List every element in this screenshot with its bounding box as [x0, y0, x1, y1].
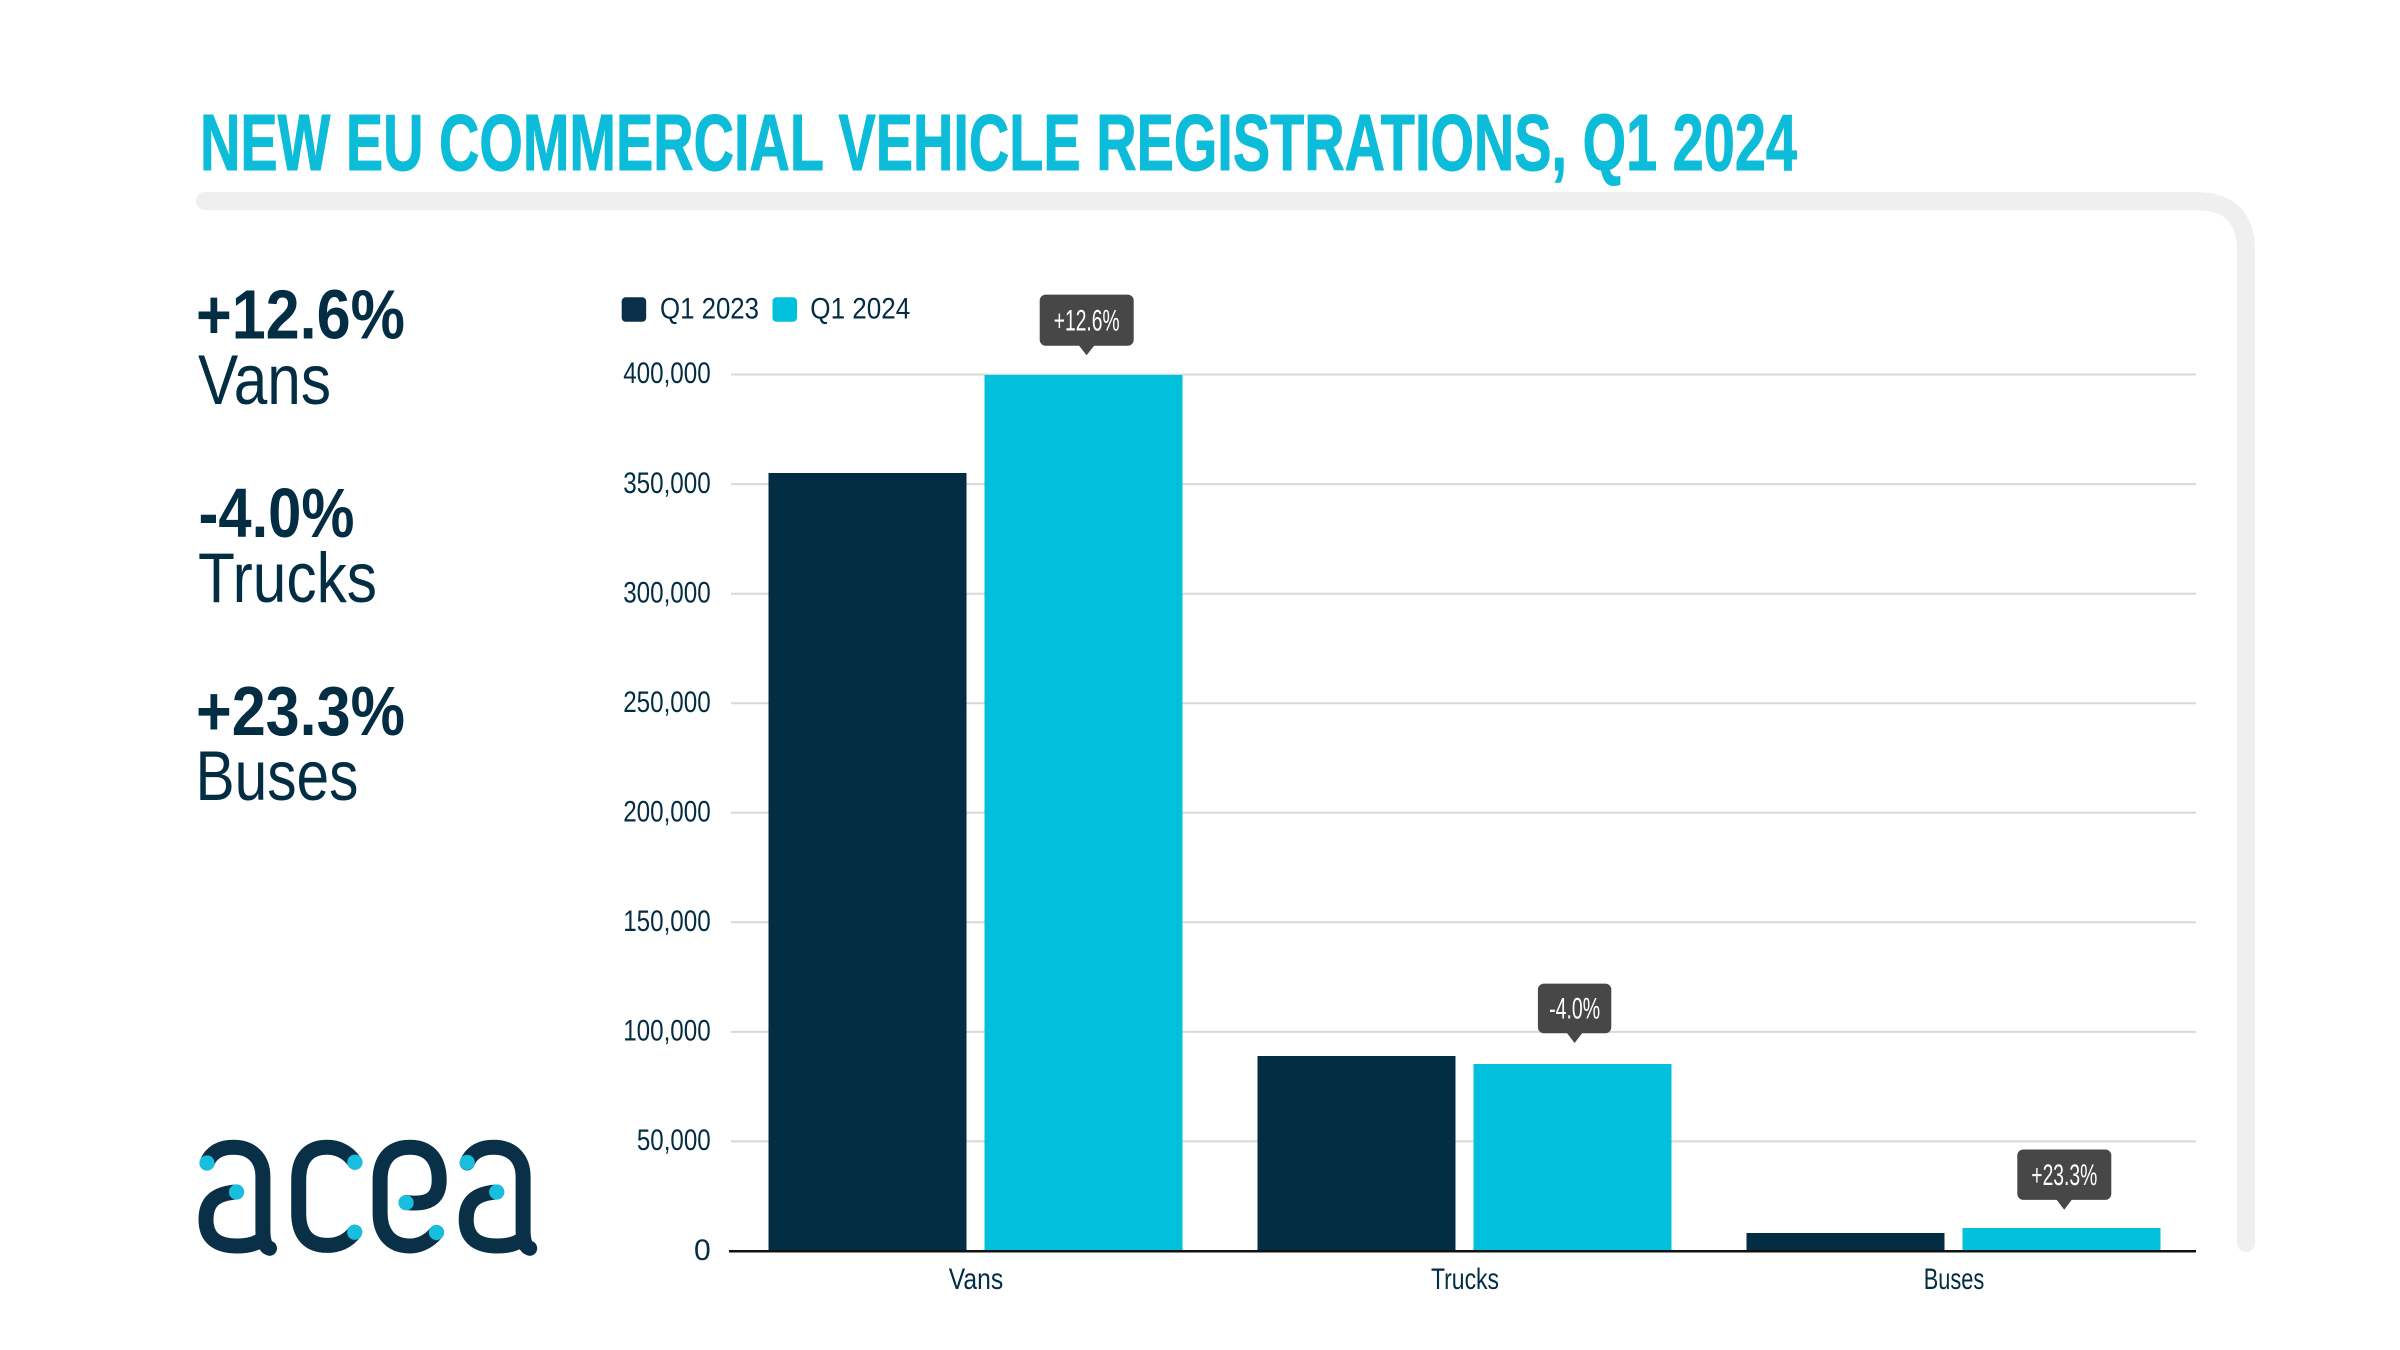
- svg-text:50,000: 50,000: [637, 1124, 711, 1157]
- svg-text:+23.3%: +23.3%: [2031, 1159, 2097, 1192]
- svg-text:Trucks: Trucks: [1431, 1263, 1499, 1296]
- svg-text:Buses: Buses: [196, 736, 359, 815]
- svg-text:350,000: 350,000: [623, 467, 711, 500]
- svg-text:400,000: 400,000: [623, 357, 711, 390]
- svg-text:250,000: 250,000: [623, 686, 711, 719]
- svg-text:+12.6%: +12.6%: [196, 275, 405, 353]
- svg-text:+23.3%: +23.3%: [196, 672, 405, 750]
- svg-text:+12.6%: +12.6%: [1054, 304, 1120, 337]
- svg-text:100,000: 100,000: [623, 1015, 711, 1048]
- svg-text:0: 0: [694, 1234, 711, 1267]
- svg-text:Trucks: Trucks: [198, 538, 377, 617]
- svg-text:-4.0%: -4.0%: [199, 474, 355, 552]
- svg-text:150,000: 150,000: [623, 905, 711, 938]
- svg-text:200,000: 200,000: [623, 796, 711, 829]
- svg-text:Vans: Vans: [949, 1263, 1003, 1296]
- svg-text:Buses: Buses: [1924, 1263, 1985, 1296]
- svg-text:-4.0%: -4.0%: [1549, 993, 1600, 1026]
- svg-text:NEW EU COMMERCIAL VEHICLE REGI: NEW EU COMMERCIAL VEHICLE REGISTRATIONS,…: [200, 98, 1797, 187]
- svg-text:Q1 2023: Q1 2023: [660, 292, 759, 325]
- svg-text:Q1 2024: Q1 2024: [810, 292, 910, 325]
- svg-text:Vans: Vans: [198, 340, 331, 419]
- svg-text:300,000: 300,000: [623, 576, 711, 609]
